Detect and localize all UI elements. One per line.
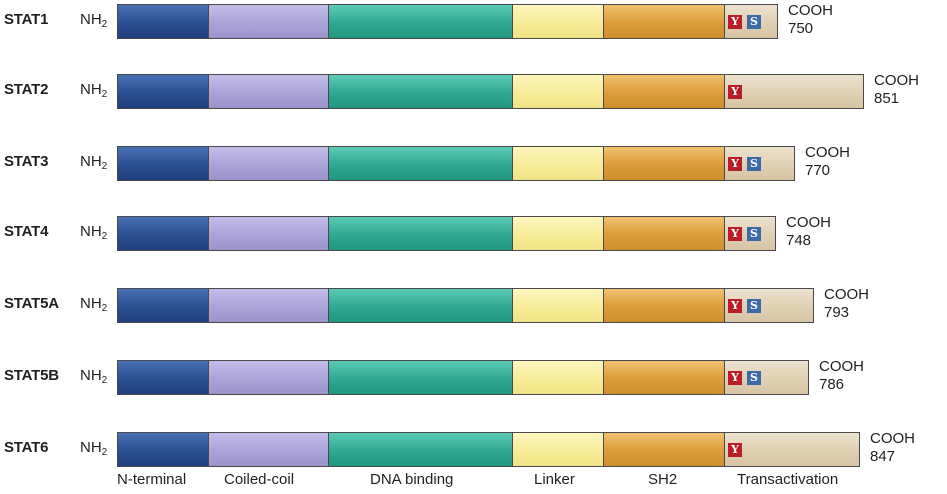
serine-phosphorylation-site: S: [747, 157, 761, 171]
serine-phosphorylation-site: S: [747, 15, 761, 29]
sh2-domain: [603, 432, 725, 467]
protein-name: STAT5A: [4, 295, 59, 312]
n-terminus-label: NH2: [80, 223, 108, 242]
dna-binding-domain: [328, 74, 513, 109]
sh2-domain: [603, 288, 725, 323]
label-n-terminal: N-terminal: [117, 471, 187, 488]
cooh-label: COOH: [788, 2, 833, 19]
cooh-label: COOH: [870, 430, 915, 447]
tyrosine-phosphorylation-site: Y: [728, 299, 742, 313]
label-sh2: SH2: [648, 471, 678, 488]
serine-phosphorylation-site: S: [747, 371, 761, 385]
linker-domain: [512, 74, 604, 109]
coiled-coil-domain: [208, 360, 329, 395]
coiled-coil-domain: [208, 432, 329, 467]
cooh-label: COOH: [819, 358, 864, 375]
transactivation-domain: [724, 432, 860, 467]
c-terminus-label: COOH 851: [874, 72, 919, 108]
residue-count: 750: [788, 20, 814, 37]
residue-count: 786: [819, 376, 845, 393]
n-terminus-label: NH2: [80, 367, 108, 386]
residue-count: 851: [874, 90, 900, 107]
coiled-coil-domain: [208, 288, 329, 323]
tyrosine-phosphorylation-site: Y: [728, 443, 742, 457]
transactivation-domain: [724, 288, 814, 323]
stat-row-stat2: STAT2 NH2 Y COOH 851: [0, 72, 947, 109]
n-terminal-domain: [117, 146, 209, 181]
tyrosine-phosphorylation-site: Y: [728, 371, 742, 385]
n-terminal-domain: [117, 74, 209, 109]
c-terminus-label: COOH 750: [788, 2, 833, 38]
linker-domain: [512, 216, 604, 251]
protein-name: STAT4: [4, 223, 49, 240]
n-terminus-label: NH2: [80, 295, 108, 314]
cooh-label: COOH: [786, 214, 831, 231]
label-transactivation: Transactivation: [737, 471, 839, 488]
c-terminus-label: COOH 847: [870, 430, 915, 466]
stat-row-stat4: STAT4 NH2 Y S COOH 748: [0, 214, 947, 251]
residue-count: 847: [870, 448, 896, 465]
sh2-domain: [603, 74, 725, 109]
n-terminus-label: NH2: [80, 153, 108, 172]
c-terminus-label: COOH 748: [786, 214, 831, 250]
stat-row-stat6: STAT6 NH2 Y COOH 847: [0, 430, 947, 467]
n-terminal-domain: [117, 216, 209, 251]
n-terminus-label: NH2: [80, 11, 108, 30]
dna-binding-domain: [328, 288, 513, 323]
dna-binding-domain: [328, 4, 513, 39]
linker-domain: [512, 146, 604, 181]
sh2-domain: [603, 360, 725, 395]
sh2-domain: [603, 4, 725, 39]
cooh-label: COOH: [805, 144, 850, 161]
dna-binding-domain: [328, 432, 513, 467]
coiled-coil-domain: [208, 216, 329, 251]
protein-name: STAT3: [4, 153, 49, 170]
cooh-label: COOH: [824, 286, 869, 303]
n-terminal-domain: [117, 288, 209, 323]
residue-count: 793: [824, 304, 850, 321]
coiled-coil-domain: [208, 4, 329, 39]
n-terminus-label: NH2: [80, 81, 108, 100]
residue-count: 748: [786, 232, 812, 249]
n-terminus-label: NH2: [80, 439, 108, 458]
coiled-coil-domain: [208, 146, 329, 181]
tyrosine-phosphorylation-site: Y: [728, 157, 742, 171]
sh2-domain: [603, 146, 725, 181]
label-linker: Linker: [534, 471, 575, 488]
transactivation-domain: [724, 74, 864, 109]
stat-row-stat1: STAT1 NH2 Y S COOH 750: [0, 2, 947, 39]
linker-domain: [512, 432, 604, 467]
linker-domain: [512, 4, 604, 39]
stat-row-stat5a: STAT5A NH2 Y S COOH 793: [0, 286, 947, 323]
protein-name: STAT1: [4, 11, 49, 28]
stat-row-stat3: STAT3 NH2 Y S COOH 770: [0, 144, 947, 181]
linker-domain: [512, 360, 604, 395]
dna-binding-domain: [328, 216, 513, 251]
coiled-coil-domain: [208, 74, 329, 109]
serine-phosphorylation-site: S: [747, 299, 761, 313]
residue-count: 770: [805, 162, 831, 179]
label-coiled-coil: Coiled-coil: [224, 471, 295, 488]
n-terminal-domain: [117, 4, 209, 39]
tyrosine-phosphorylation-site: Y: [728, 15, 742, 29]
serine-phosphorylation-site: S: [747, 227, 761, 241]
n-terminal-domain: [117, 432, 209, 467]
dna-binding-domain: [328, 146, 513, 181]
linker-domain: [512, 288, 604, 323]
tyrosine-phosphorylation-site: Y: [728, 227, 742, 241]
sh2-domain: [603, 216, 725, 251]
cooh-label: COOH: [874, 72, 919, 89]
protein-name: STAT2: [4, 81, 49, 98]
stat-row-stat5b: STAT5B NH2 Y S COOH 786: [0, 358, 947, 395]
c-terminus-label: COOH 786: [819, 358, 864, 394]
label-dna-binding: DNA binding: [370, 471, 454, 488]
n-terminal-domain: [117, 360, 209, 395]
c-terminus-label: COOH 793: [824, 286, 869, 322]
protein-name: STAT6: [4, 439, 49, 456]
tyrosine-phosphorylation-site: Y: [728, 85, 742, 99]
c-terminus-label: COOH 770: [805, 144, 850, 180]
dna-binding-domain: [328, 360, 513, 395]
protein-name: STAT5B: [4, 367, 59, 384]
